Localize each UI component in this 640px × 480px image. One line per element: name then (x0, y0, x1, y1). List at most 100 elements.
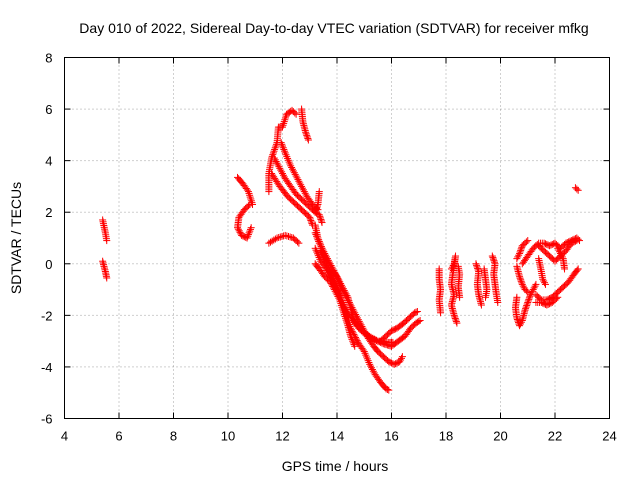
data-point (385, 386, 393, 394)
data-point (527, 289, 535, 297)
data-point (482, 293, 490, 301)
data-point (343, 295, 351, 303)
data-point (271, 144, 279, 152)
data-point (311, 229, 319, 237)
data-point (326, 272, 334, 280)
data-point (337, 283, 345, 291)
x-tick-label: 8 (170, 429, 177, 444)
data-point (234, 225, 242, 233)
data-point (362, 329, 370, 337)
data-point (338, 285, 346, 293)
data-point (516, 273, 524, 281)
data-point (355, 317, 363, 325)
data-point (279, 171, 287, 179)
data-point (313, 204, 321, 212)
data-point (343, 293, 351, 301)
x-tick-label: 12 (275, 429, 289, 444)
data-point (522, 238, 530, 246)
data-point (352, 334, 360, 342)
x-tick-label: 24 (602, 429, 616, 444)
data-point (516, 249, 524, 257)
data-point (278, 232, 286, 240)
x-tick-label: 18 (439, 429, 453, 444)
data-point (330, 267, 338, 275)
data-point (352, 335, 360, 343)
data-point (383, 385, 391, 393)
data-point (312, 207, 320, 215)
data-point (413, 307, 421, 315)
data-point (554, 244, 562, 252)
data-point (277, 139, 285, 147)
data-point (349, 337, 357, 345)
data-point (271, 156, 279, 164)
data-point (453, 319, 461, 327)
data-point (451, 314, 459, 322)
data-point (316, 214, 324, 222)
data-point (294, 176, 302, 184)
data-point (291, 109, 299, 117)
data-point (243, 186, 251, 194)
data-point (247, 224, 255, 232)
x-tick-label: 20 (493, 429, 507, 444)
data-point (525, 295, 533, 303)
data-point (279, 144, 287, 152)
data-point (235, 227, 243, 235)
data-point (472, 260, 480, 268)
y-tick-label: 6 (45, 102, 52, 117)
data-point (353, 314, 361, 322)
data-point (357, 321, 365, 329)
data-point (473, 261, 481, 269)
data-point (353, 337, 361, 345)
data-point (350, 341, 358, 349)
data-point (269, 151, 277, 159)
data-point (315, 237, 323, 245)
data-point (308, 220, 316, 228)
data-point (521, 306, 529, 314)
data-point (288, 165, 296, 173)
data-point (293, 238, 301, 246)
data-point (307, 218, 315, 226)
data-point (571, 237, 579, 245)
data-point (540, 277, 548, 285)
y-tick-label: -4 (41, 360, 53, 375)
data-point (396, 358, 404, 366)
data-point (317, 215, 325, 223)
data-point (368, 364, 376, 372)
data-point (522, 303, 530, 311)
data-point (517, 318, 525, 326)
data-point (303, 133, 311, 141)
data-point (556, 248, 564, 256)
data-point (246, 225, 254, 233)
data-point (322, 265, 330, 273)
data-point (351, 309, 359, 317)
data-point (327, 262, 335, 270)
data-points (99, 105, 584, 394)
data-point (292, 110, 300, 118)
data-point (532, 280, 540, 288)
data-point (541, 280, 549, 288)
data-point (349, 305, 357, 313)
x-axis-label: GPS time / hours (282, 458, 389, 474)
data-point (368, 366, 376, 374)
data-point (324, 256, 332, 264)
data-point (524, 288, 532, 296)
data-point (288, 164, 296, 172)
data-point (517, 246, 525, 254)
data-point (360, 326, 368, 334)
data-point (329, 265, 337, 273)
data-point (245, 229, 253, 237)
data-point (291, 170, 299, 178)
data-point (398, 353, 406, 361)
data-point (347, 302, 355, 310)
data-point (295, 239, 303, 247)
data-point (524, 297, 532, 305)
data-point (415, 317, 423, 325)
data-point (313, 232, 321, 240)
data-point (302, 130, 310, 138)
data-point (539, 275, 547, 283)
data-point (315, 211, 323, 219)
data-point (522, 287, 530, 295)
data-point (236, 228, 244, 236)
data-point (574, 186, 582, 194)
